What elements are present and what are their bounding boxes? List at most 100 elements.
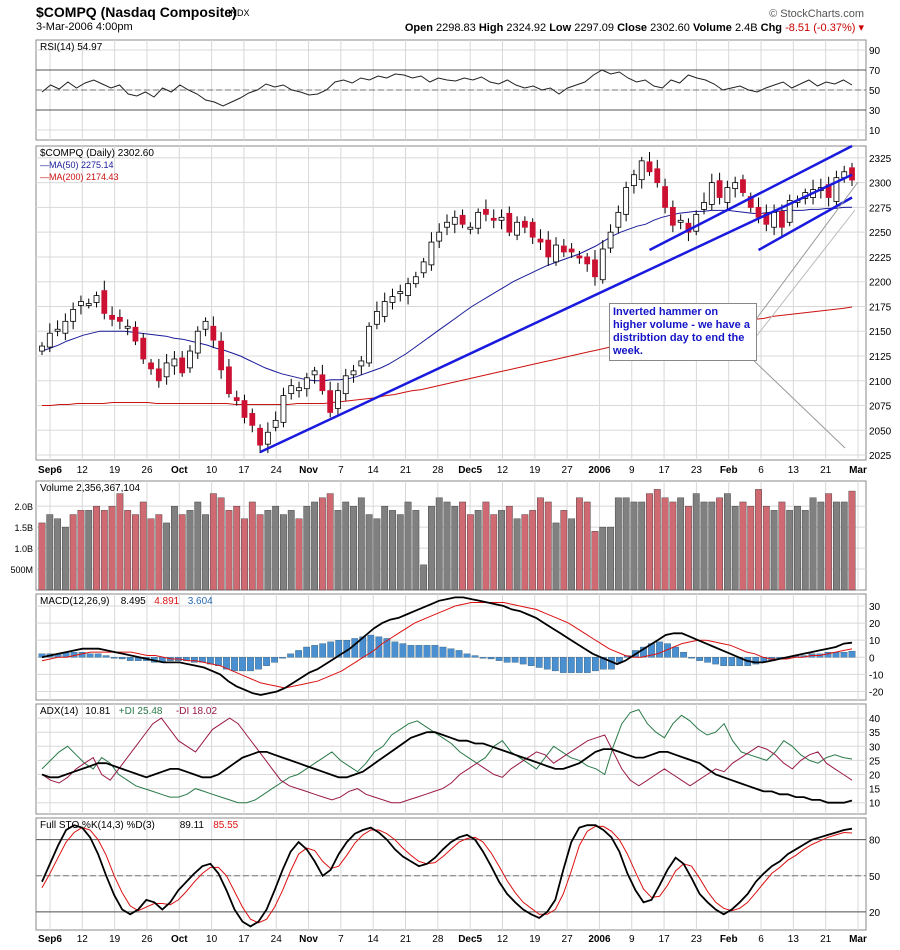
brand-link[interactable]: © StockCharts.com <box>769 8 864 20</box>
x-axis-label-bottom: 21 <box>820 934 832 945</box>
macd-histogram-bar <box>704 657 711 663</box>
candle-body <box>592 259 598 278</box>
rsi-tick-label: 10 <box>869 126 881 137</box>
chart-header: $COMPQ (Nasdaq Composite) INDX 3-Mar-200… <box>0 0 900 34</box>
volume-bar <box>459 501 466 591</box>
macd-histogram-bar <box>423 645 431 658</box>
candle-body <box>389 296 396 303</box>
price-tick-label: 2125 <box>869 352 892 363</box>
exchange-label: INDX <box>228 8 250 18</box>
volume-bar <box>731 505 739 591</box>
adx-tick-label: 10 <box>869 799 881 810</box>
down-arrow-icon: ▾ <box>858 22 864 34</box>
macd-histogram-bar <box>479 657 487 659</box>
macd-histogram-bar <box>415 645 423 658</box>
macd-histogram-bar <box>535 657 543 668</box>
macd-histogram-bar <box>600 657 607 670</box>
candle-body <box>475 211 482 229</box>
volume-bar <box>466 514 474 591</box>
macd-histogram-bar <box>191 657 198 663</box>
open-value: 2298.83 <box>436 22 476 34</box>
volume-bar <box>833 501 840 591</box>
x-axis-label-bottom: 6 <box>758 934 764 945</box>
volume-bar <box>248 501 256 591</box>
x-axis-label-bottom: 12 <box>77 934 89 945</box>
open-label: Open <box>404 22 433 34</box>
macd-histogram-bar <box>551 657 559 672</box>
price-tick-label: 2250 <box>869 228 892 239</box>
candle-body <box>568 248 575 253</box>
adx-legend-minus-di: -DI 18.02 <box>176 706 218 717</box>
macd-panel <box>35 593 867 701</box>
volume-bar <box>568 518 576 591</box>
volume-bar <box>77 510 85 591</box>
candle-body <box>669 207 676 226</box>
volume-bar <box>482 501 490 591</box>
volume-bar <box>669 501 677 591</box>
volume-bar <box>817 501 825 591</box>
macd-tick-label: -10 <box>869 670 884 681</box>
adx-tick-label: 35 <box>869 728 881 739</box>
volume-bar <box>770 510 778 591</box>
volume-bar <box>202 514 209 591</box>
volume-bar <box>381 505 389 591</box>
volume-bar <box>428 505 435 591</box>
macd-histogram-bar <box>543 657 551 670</box>
price-tick-label: 2300 <box>869 179 892 190</box>
volume-bar <box>139 501 147 591</box>
volume-bar <box>692 493 700 591</box>
x-axis-label: 17 <box>659 465 671 476</box>
macd-histogram-bar <box>463 653 471 658</box>
macd-signal-line <box>41 602 853 689</box>
macd-histogram-bar <box>495 657 503 661</box>
volume-bar <box>840 501 848 591</box>
candle-body <box>459 214 466 225</box>
macd-tick-label: 10 <box>869 636 881 647</box>
x-axis-label: Mar <box>849 465 867 476</box>
adx-panel <box>35 703 867 815</box>
volume-bar <box>233 505 241 591</box>
macd-histogram-bar <box>126 657 134 661</box>
x-axis-label: 13 <box>788 465 800 476</box>
x-axis-label-bottom: 7 <box>338 934 344 945</box>
x-axis-label: Feb <box>720 465 738 476</box>
sto-legend-d: 85.55 <box>213 820 238 831</box>
price-tick-label: 2175 <box>869 302 892 313</box>
x-axis-label-bottom: Oct <box>171 934 188 945</box>
macd-histogram-bar <box>487 657 495 660</box>
volume-bar <box>295 518 303 591</box>
macd-legend-name: MACD(12,26,9) <box>40 596 109 607</box>
macd-line <box>41 596 853 696</box>
volume-bar <box>630 501 638 591</box>
macd-histogram-bar <box>319 643 327 658</box>
macd-tick-label: 0 <box>869 653 875 664</box>
rsi-tick-label: 70 <box>869 66 881 77</box>
candle-body <box>155 368 162 382</box>
volume-bar <box>809 497 817 591</box>
x-axis-label: 6 <box>758 465 764 476</box>
candle-body <box>342 375 349 395</box>
candle-body <box>194 330 201 354</box>
volume-bar <box>716 497 723 591</box>
candle-body <box>233 397 240 401</box>
sto-legend-name: Full STO %K(14,3) %D(3) <box>40 820 155 831</box>
macd-tick-label: 30 <box>869 602 881 613</box>
annotation-pointer <box>747 354 846 449</box>
macd-histogram-bar <box>848 650 856 658</box>
volume-bar <box>264 510 272 591</box>
macd-histogram-bar <box>118 657 126 660</box>
price-tick-label: 2150 <box>869 327 892 338</box>
volume-bar <box>490 514 498 591</box>
candle-body <box>654 168 661 184</box>
candle-body <box>296 387 302 392</box>
x-axis-label-bottom: 23 <box>691 934 703 945</box>
macd-tick-label: -20 <box>869 687 884 698</box>
macd-histogram-bar <box>279 657 286 659</box>
volume-bar <box>280 514 287 591</box>
volume-bar <box>225 510 233 591</box>
volume-bar <box>521 514 529 591</box>
x-axis-label: 24 <box>271 465 283 476</box>
candle-body <box>93 295 100 303</box>
volume-legend: Volume 2,356,367,104 <box>40 483 141 494</box>
